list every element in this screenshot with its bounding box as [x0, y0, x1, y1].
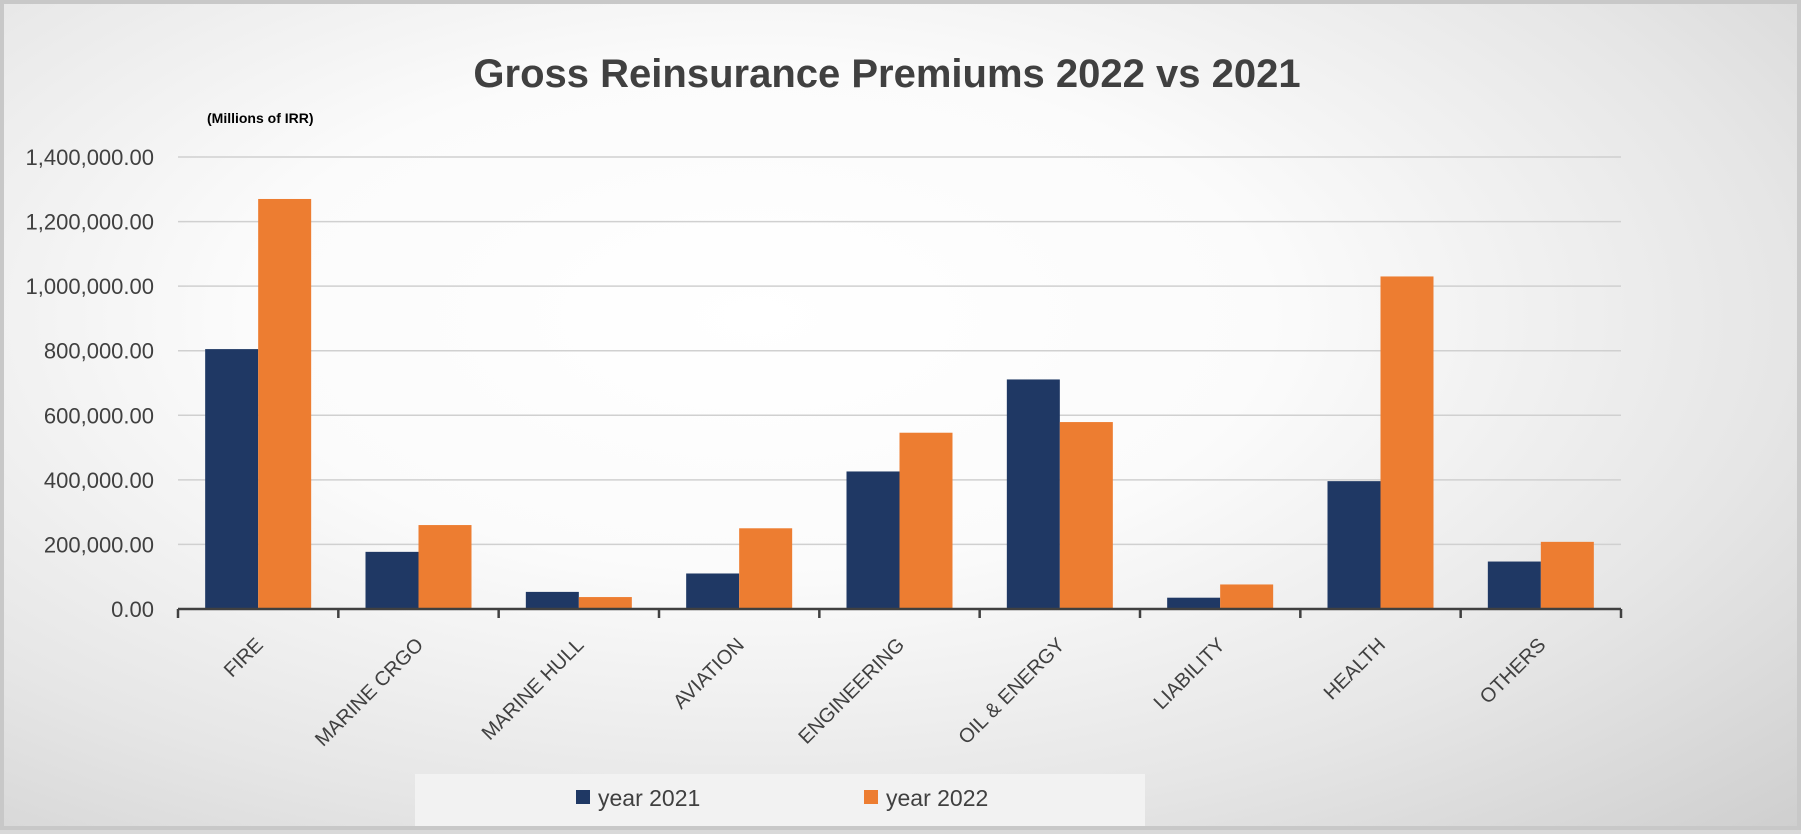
x-tick-label: MARINE HULL	[478, 634, 589, 745]
bars	[205, 198, 1594, 609]
bar-2022	[739, 528, 793, 609]
bar-2021	[1487, 561, 1541, 609]
legend-box	[415, 774, 1145, 826]
legend-swatch	[864, 790, 878, 804]
bar-2022	[1380, 276, 1434, 609]
y-tick-label: 1,200,000.00	[26, 210, 154, 235]
x-tick-label: OTHERS	[1476, 634, 1550, 708]
unit-label: (Millions of IRR)	[207, 110, 314, 126]
y-tick-label: 0.00	[111, 597, 154, 622]
x-axis-ticks: FIRE MARINE CRGO MARINE HULL AVIATION ENGINE…	[220, 634, 1550, 751]
bar-chart: Gross Reinsurance Premiums 2022 vs 2021 …	[26, 52, 1623, 826]
bar-2021	[1006, 379, 1060, 609]
bar-2021	[365, 551, 419, 609]
legend-swatch	[576, 790, 590, 804]
gridlines	[178, 156, 1621, 546]
bar-2021	[686, 573, 740, 609]
x-tick-label: OIL & ENERGY	[955, 634, 1070, 749]
legend: year 2021 year 2022	[576, 785, 988, 811]
bar-2021	[1327, 481, 1381, 609]
bar-2022	[418, 525, 472, 609]
bar-2022	[1220, 584, 1274, 609]
y-axis-ticks: 0.00 200,000.00 400,000.00 600,000.00 800,00…	[26, 145, 154, 622]
y-tick-label: 400,000.00	[44, 468, 154, 493]
bar-2022	[578, 597, 632, 609]
y-tick-label: 600,000.00	[44, 403, 154, 428]
legend-label: year 2022	[886, 785, 988, 811]
axes	[176, 607, 1623, 618]
x-tick-label: HEALTH	[1320, 634, 1390, 704]
x-tick-label: FIRE	[220, 634, 268, 682]
bar-2022	[899, 432, 953, 609]
x-tick-label: LIABILITY	[1150, 634, 1230, 714]
bar-2021	[205, 349, 259, 609]
bar-2021	[525, 591, 579, 609]
y-tick-label: 800,000.00	[44, 339, 154, 364]
y-tick-label: 1,000,000.00	[26, 274, 154, 299]
chart-title: Gross Reinsurance Premiums 2022 vs 2021	[473, 52, 1300, 96]
bar-2022	[1059, 422, 1113, 609]
x-tick-label: MARINE CRGO	[311, 634, 428, 751]
y-tick-label: 200,000.00	[44, 532, 154, 557]
legend-label: year 2021	[598, 785, 700, 811]
y-tick-label: 1,400,000.00	[26, 145, 154, 170]
bar-2021	[1167, 597, 1221, 609]
bar-2022	[258, 198, 312, 609]
x-tick-label: AVIATION	[669, 634, 748, 713]
bar-2021	[846, 471, 900, 609]
x-tick-label: ENGINEERING	[794, 634, 909, 749]
bar-2022	[1540, 541, 1594, 609]
